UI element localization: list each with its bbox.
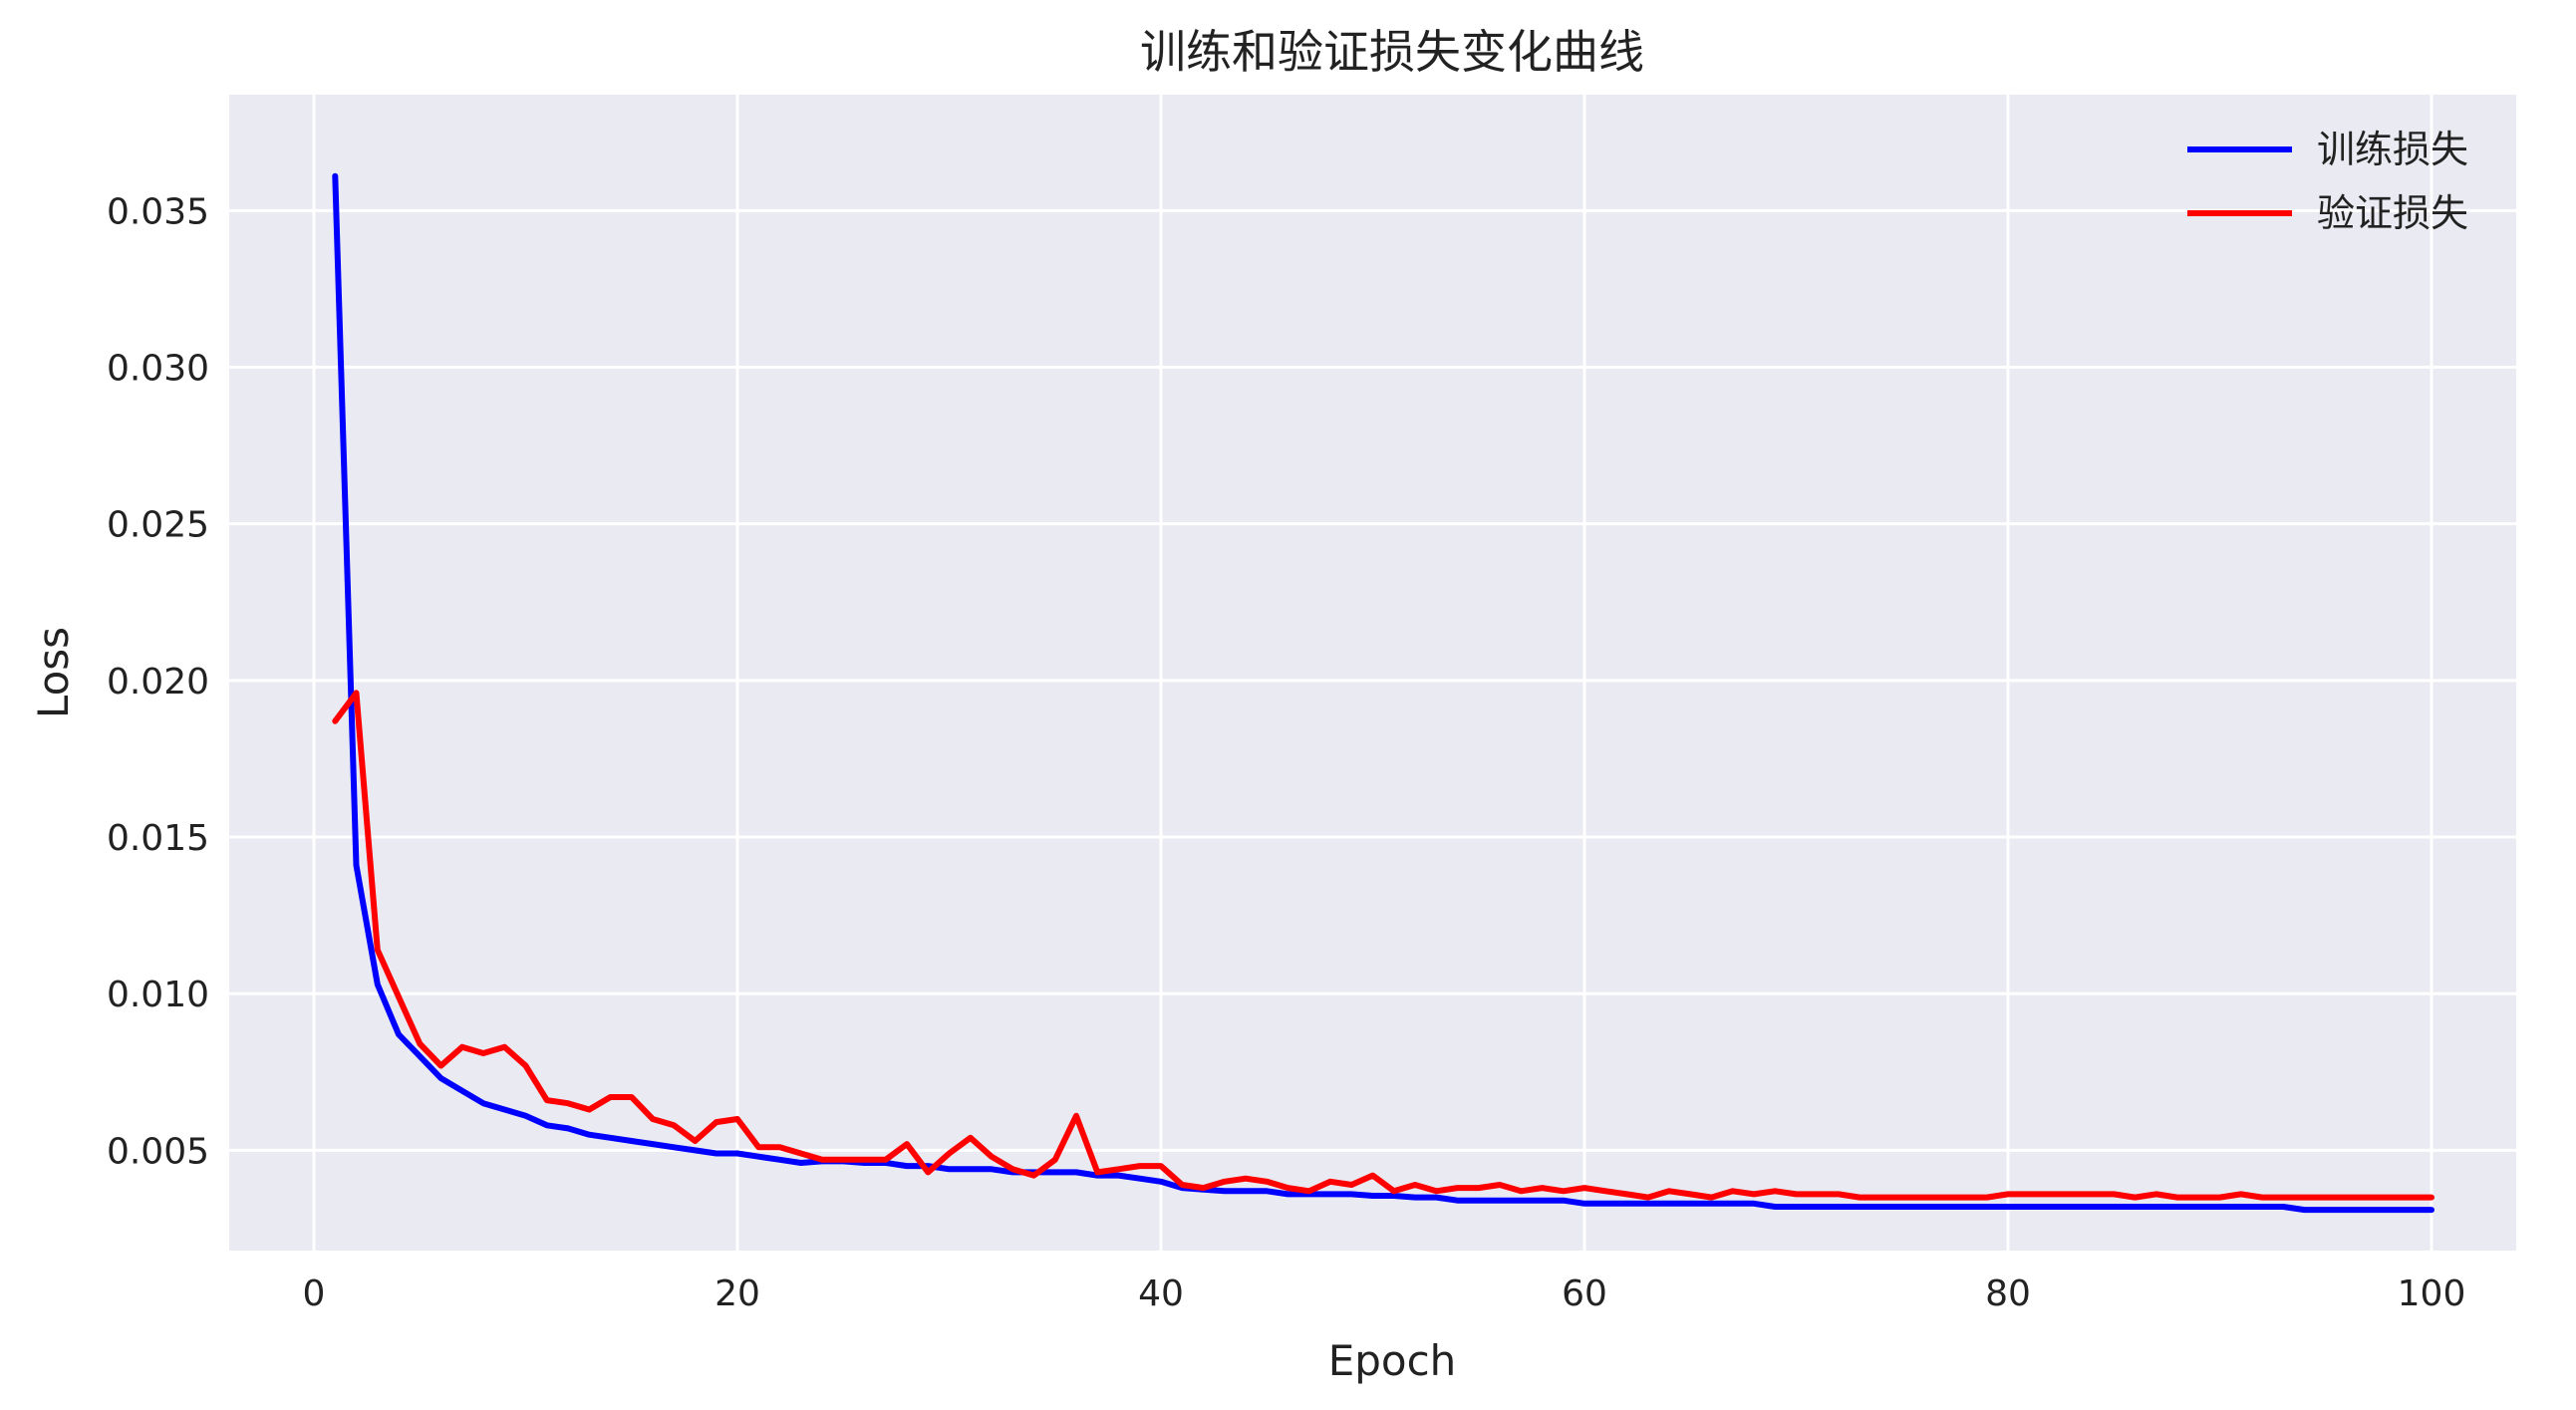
x-tick-label: 0 [303,1273,326,1314]
chart-title: 训练和验证损失变化曲线 [1140,25,1644,79]
y-tick-label: 0.035 [107,191,209,232]
y-tick-label: 0.020 [107,662,209,703]
y-tick-label: 0.010 [107,975,209,1015]
y-tick-label: 0.005 [107,1131,209,1172]
series-lines [332,172,2434,1214]
legend-label: 训练损失 [2317,128,2468,171]
y-tick-label: 0.030 [107,348,209,389]
y-tick-label: 0.015 [107,818,209,859]
series-line-2 [332,690,2434,1201]
plot-area [229,95,2516,1251]
y-axis-label: Loss [29,627,78,718]
grid-lines [229,95,2516,1251]
tick-labels: 0 20 40 60 80 100 0.005 0.010 0.015 0.020 0.025 0.0… [107,191,2465,1314]
legend-label: 验证损失 [2317,191,2468,235]
y-tick-label: 0.025 [107,505,209,546]
x-axis-label: Epoch [1328,1336,1457,1385]
series-line-1 [332,172,2434,1214]
x-tick-label: 20 [715,1273,760,1314]
x-tick-label: 80 [1985,1273,2031,1314]
x-tick-label: 100 [2398,1273,2466,1314]
x-tick-label: 60 [1562,1273,1607,1314]
x-tick-label: 40 [1138,1273,1184,1314]
